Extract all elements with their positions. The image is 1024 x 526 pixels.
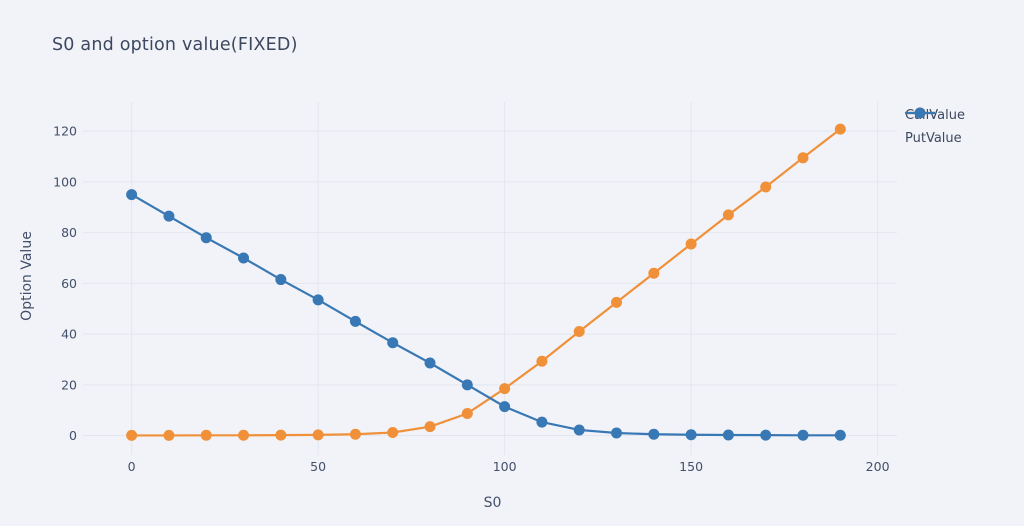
- data-point-CallValue[interactable]: [275, 429, 287, 441]
- data-point-PutValue[interactable]: [126, 189, 138, 201]
- x-axis-title: S0: [484, 495, 502, 511]
- x-tick-label: 150: [679, 459, 703, 474]
- data-point-PutValue[interactable]: [499, 401, 511, 413]
- chart-title: S0 and option value(FIXED): [52, 35, 298, 55]
- legend-label-putvalue: PutValue: [905, 130, 962, 146]
- data-point-PutValue[interactable]: [685, 429, 697, 441]
- x-tick-label: 200: [866, 459, 890, 474]
- data-point-CallValue[interactable]: [349, 428, 361, 440]
- y-tick-label: 80: [61, 225, 77, 240]
- data-point-PutValue[interactable]: [760, 429, 772, 441]
- y-tick-label: 100: [53, 174, 77, 189]
- data-point-PutValue[interactable]: [536, 416, 548, 428]
- data-point-CallValue[interactable]: [424, 421, 436, 433]
- data-point-PutValue[interactable]: [387, 337, 399, 349]
- data-point-PutValue[interactable]: [722, 429, 734, 441]
- data-point-CallValue[interactable]: [536, 355, 548, 367]
- x-tick-label: 0: [128, 459, 136, 474]
- data-point-CallValue[interactable]: [797, 152, 809, 164]
- series-line-CallValue: [130, 128, 842, 437]
- data-point-CallValue[interactable]: [648, 267, 660, 279]
- data-point-CallValue[interactable]: [611, 296, 623, 308]
- data-point-CallValue[interactable]: [200, 429, 212, 441]
- data-point-PutValue[interactable]: [163, 210, 175, 222]
- legend-item-putvalue[interactable]: PutValue: [905, 107, 965, 147]
- data-point-PutValue[interactable]: [424, 357, 436, 369]
- y-tick-label: 20: [61, 377, 77, 392]
- data-point-PutValue[interactable]: [573, 424, 585, 436]
- data-point-PutValue[interactable]: [312, 294, 324, 306]
- data-point-PutValue[interactable]: [275, 274, 287, 286]
- data-point-CallValue[interactable]: [461, 407, 473, 419]
- x-tick-label: 50: [310, 459, 326, 474]
- data-point-PutValue[interactable]: [834, 429, 846, 441]
- data-point-CallValue[interactable]: [387, 426, 399, 438]
- y-tick-label: 60: [61, 276, 77, 291]
- data-point-PutValue[interactable]: [349, 315, 361, 327]
- data-point-PutValue[interactable]: [611, 427, 623, 439]
- y-axis-title: Option Value: [19, 231, 35, 321]
- data-point-PutValue[interactable]: [238, 252, 250, 264]
- data-point-CallValue[interactable]: [499, 383, 511, 395]
- data-point-CallValue[interactable]: [834, 123, 846, 135]
- data-point-CallValue[interactable]: [722, 209, 734, 221]
- data-point-CallValue[interactable]: [760, 181, 772, 193]
- data-point-CallValue[interactable]: [126, 429, 138, 441]
- y-tick-label: 0: [69, 428, 77, 443]
- data-point-PutValue[interactable]: [797, 429, 809, 441]
- data-point-CallValue[interactable]: [163, 429, 175, 441]
- data-point-CallValue[interactable]: [312, 429, 324, 441]
- data-point-PutValue[interactable]: [200, 232, 212, 244]
- data-point-CallValue[interactable]: [685, 238, 697, 250]
- data-point-CallValue[interactable]: [238, 429, 250, 441]
- legend: CallValue PutValue: [905, 106, 965, 147]
- y-tick-label: 40: [61, 327, 77, 342]
- putvalue-legend-swatch-icon: [905, 107, 935, 119]
- data-point-CallValue[interactable]: [573, 326, 585, 338]
- x-tick-label: 100: [493, 459, 517, 474]
- data-point-PutValue[interactable]: [648, 428, 660, 440]
- data-point-PutValue[interactable]: [461, 379, 473, 391]
- y-tick-label: 120: [53, 124, 77, 139]
- series-line-PutValue: [130, 193, 842, 437]
